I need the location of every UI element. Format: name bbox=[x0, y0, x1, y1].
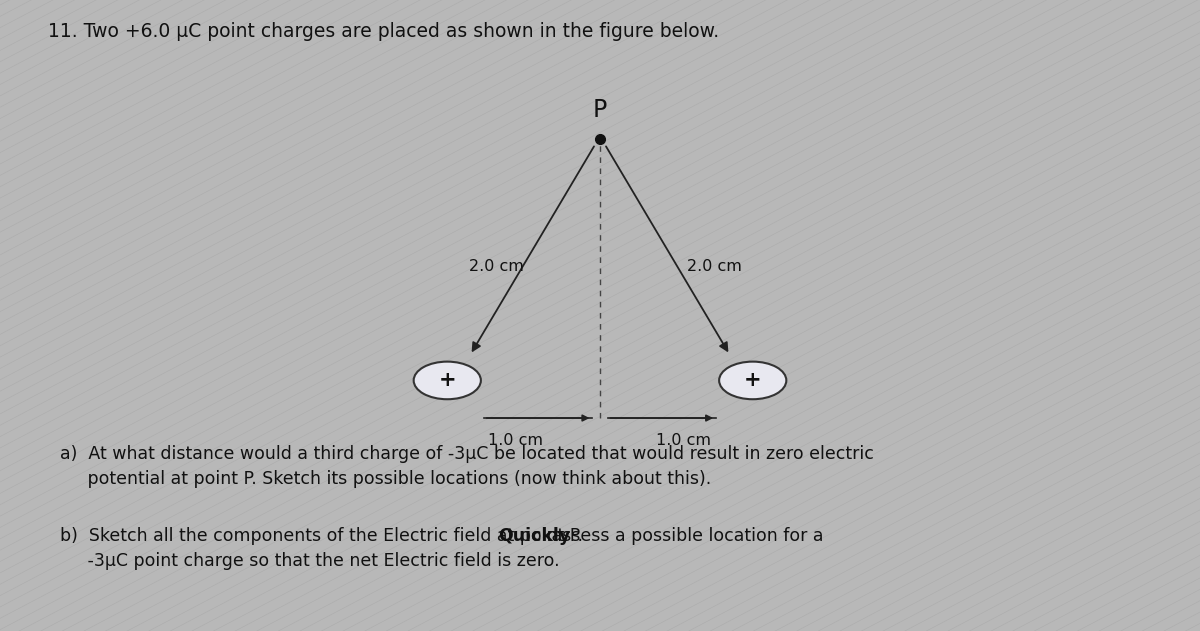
Ellipse shape bbox=[414, 362, 481, 399]
Text: 11. Two +6.0 μC point charges are placed as shown in the figure below.: 11. Two +6.0 μC point charges are placed… bbox=[48, 22, 719, 41]
Text: +: + bbox=[438, 370, 456, 391]
Text: -3μC point charge so that the net Electric field is zero.: -3μC point charge so that the net Electr… bbox=[60, 552, 559, 570]
Text: 1.0 cm: 1.0 cm bbox=[656, 433, 712, 449]
Text: 2.0 cm: 2.0 cm bbox=[469, 259, 523, 274]
Text: P: P bbox=[593, 98, 607, 122]
Text: 2.0 cm: 2.0 cm bbox=[688, 259, 742, 274]
Text: b)  Sketch all the components of the Electric field at point P.: b) Sketch all the components of the Elec… bbox=[60, 527, 588, 545]
Text: a)  At what distance would a third charge of -3μC be located that would result i: a) At what distance would a third charge… bbox=[60, 445, 874, 463]
Text: Quickly: Quickly bbox=[498, 527, 571, 545]
Text: +: + bbox=[744, 370, 762, 391]
Text: assess a possible location for a: assess a possible location for a bbox=[546, 527, 824, 545]
Text: potential at point P. Sketch its possible locations (now think about this).: potential at point P. Sketch its possibl… bbox=[60, 470, 712, 488]
Ellipse shape bbox=[719, 362, 786, 399]
Text: 1.0 cm: 1.0 cm bbox=[488, 433, 544, 449]
